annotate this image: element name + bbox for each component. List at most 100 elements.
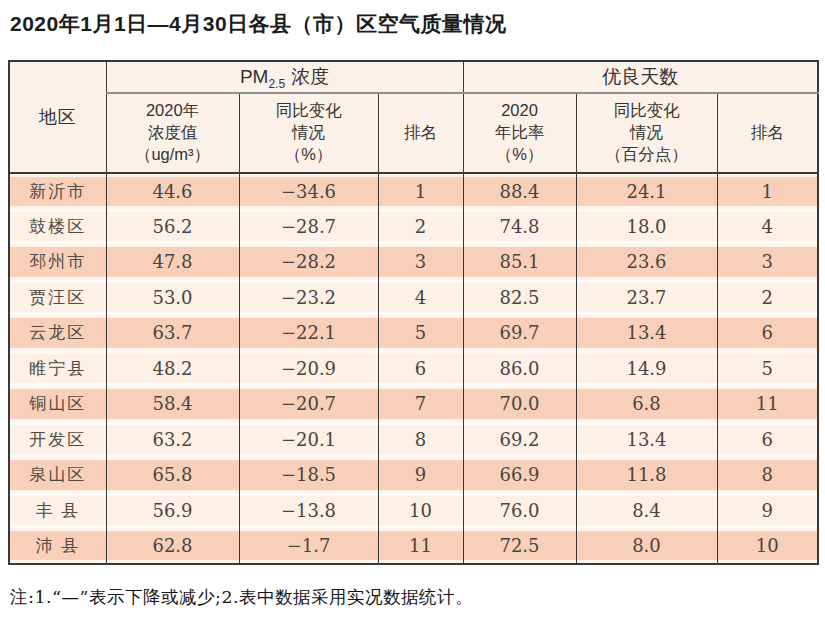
cell-pm-value: 47.8	[106, 244, 239, 280]
cell-good-change: 8.0	[576, 528, 717, 564]
cell-good-ratio: 69.2	[463, 422, 576, 458]
table-row: 泉山区65.8−18.5966.911.88	[9, 457, 818, 493]
cell-pm-rank: 9	[378, 457, 463, 493]
table-row: 新沂市44.6−34.6188.424.11	[9, 173, 818, 209]
cell-good-change: 23.7	[576, 280, 717, 316]
cell-good-ratio: 88.4	[463, 173, 576, 209]
cell-good-rank: 6	[717, 315, 818, 351]
cell-pm-change: −22.1	[239, 315, 378, 351]
cell-good-ratio: 69.7	[463, 315, 576, 351]
pm-subscript: 2.5	[268, 76, 285, 90]
cell-pm-value: 63.2	[106, 422, 239, 458]
cell-good-ratio: 76.0	[463, 493, 576, 529]
pm-suffix: 浓度	[291, 66, 329, 87]
page-title: 2020年1月1日—4月30日各县（市）区空气质量情况	[10, 10, 817, 38]
pm-label: PM	[240, 66, 269, 87]
table-row: 邳州市47.8−28.2385.123.63	[9, 244, 818, 280]
cell-pm-rank: 3	[378, 244, 463, 280]
cell-good-change: 14.9	[576, 351, 717, 387]
cell-pm-change: −23.2	[239, 280, 378, 316]
table-row: 睢宁县48.2−20.9686.014.95	[9, 351, 818, 387]
cell-pm-change: −28.2	[239, 244, 378, 280]
cell-pm-rank: 5	[378, 315, 463, 351]
group-header-row: 地区 PM2.5浓度 优良天数	[9, 61, 818, 93]
cell-good-rank: 5	[717, 351, 818, 387]
group-header-good-days: 优良天数	[463, 61, 818, 93]
page: 2020年1月1日—4月30日各县（市）区空气质量情况 地区 PM2.5 浓度 优…	[0, 0, 825, 609]
cell-good-ratio: 82.5	[463, 280, 576, 316]
cell-region: 泉山区	[9, 457, 106, 493]
cell-pm-rank: 10	[378, 493, 463, 529]
cell-pm-change: −34.6	[239, 173, 378, 209]
cell-good-ratio: 72.5	[463, 528, 576, 564]
column-header-good-ratio: 2020 年比率 （%）	[463, 93, 576, 173]
column-header-good-change: 同比变化 情况 （百分点）	[576, 93, 717, 173]
column-header-pm-rank: 排名	[378, 93, 463, 173]
cell-good-rank: 10	[717, 528, 818, 564]
cell-pm-value: 44.6	[106, 173, 239, 209]
column-header-good-rank: 排名	[717, 93, 818, 173]
cell-pm-value: 53.0	[106, 280, 239, 316]
cell-good-change: 13.4	[576, 422, 717, 458]
table-row: 沛 县62.8−1.71172.58.010	[9, 528, 818, 564]
table-body: 新沂市44.6−34.6188.424.11鼓楼区56.2−28.7274.81…	[9, 173, 818, 564]
cell-good-rank: 6	[717, 422, 818, 458]
cell-good-rank: 9	[717, 493, 818, 529]
cell-pm-value: 63.7	[106, 315, 239, 351]
cell-good-change: 23.6	[576, 244, 717, 280]
table-row: 贾汪区53.0−23.2482.523.72	[9, 280, 818, 316]
cell-good-change: 6.8	[576, 386, 717, 422]
column-header-pm-value: 2020年 浓度值 （ug/m³）	[106, 93, 239, 173]
cell-pm-rank: 1	[378, 173, 463, 209]
table-row: 开发区63.2−20.1869.213.46	[9, 422, 818, 458]
cell-good-change: 18.0	[576, 209, 717, 245]
cell-good-ratio: 86.0	[463, 351, 576, 387]
cell-region: 睢宁县	[9, 351, 106, 387]
cell-region: 鼓楼区	[9, 209, 106, 245]
cell-good-rank: 4	[717, 209, 818, 245]
cell-pm-change: −18.5	[239, 457, 378, 493]
cell-good-ratio: 66.9	[463, 457, 576, 493]
cell-region: 邳州市	[9, 244, 106, 280]
cell-good-rank: 8	[717, 457, 818, 493]
cell-good-rank: 1	[717, 173, 818, 209]
air-quality-table: 地区 PM2.5 浓度 优良天数 2020年 浓度值 （ug/m³） 同比变化 情…	[8, 60, 819, 565]
cell-pm-value: 56.2	[106, 209, 239, 245]
cell-pm-value: 58.4	[106, 386, 239, 422]
cell-pm-change: −20.9	[239, 351, 378, 387]
cell-pm-change: −20.7	[239, 386, 378, 422]
column-header-pm-change: 同比变化 情况 （%）	[239, 93, 378, 173]
cell-region: 沛 县	[9, 528, 106, 564]
cell-good-rank: 3	[717, 244, 818, 280]
cell-good-ratio: 85.1	[463, 244, 576, 280]
cell-good-change: 13.4	[576, 315, 717, 351]
footnote: 注:1.“—”表示下降或减少;2.表中数据采用实况数据统计。	[10, 585, 817, 609]
cell-pm-change: −20.1	[239, 422, 378, 458]
table-row: 铜山区58.4−20.7770.06.811	[9, 386, 818, 422]
cell-good-ratio: 74.8	[463, 209, 576, 245]
cell-good-ratio: 70.0	[463, 386, 576, 422]
table-header: 地区 PM2.5 浓度 优良天数 2020年 浓度值 （ug/m³） 同比变化 情…	[9, 61, 818, 173]
cell-region: 开发区	[9, 422, 106, 458]
cell-region: 贾汪区	[9, 280, 106, 316]
cell-pm-rank: 8	[378, 422, 463, 458]
cell-good-rank: 2	[717, 280, 818, 316]
cell-region: 丰 县	[9, 493, 106, 529]
cell-pm-change: −28.7	[239, 209, 378, 245]
table-row: 云龙区63.7−22.1569.713.46	[9, 315, 818, 351]
cell-region: 铜山区	[9, 386, 106, 422]
cell-pm-rank: 2	[378, 209, 463, 245]
cell-pm-value: 62.8	[106, 528, 239, 564]
cell-region: 云龙区	[9, 315, 106, 351]
cell-pm-change: −1.7	[239, 528, 378, 564]
cell-good-change: 11.8	[576, 457, 717, 493]
cell-pm-change: −13.8	[239, 493, 378, 529]
table-row: 丰 县56.9−13.81076.08.49	[9, 493, 818, 529]
cell-region: 新沂市	[9, 173, 106, 209]
cell-pm-value: 56.9	[106, 493, 239, 529]
cell-pm-rank: 4	[378, 280, 463, 316]
column-header-region: 地区	[9, 61, 106, 173]
cell-pm-value: 48.2	[106, 351, 239, 387]
cell-pm-value: 65.8	[106, 457, 239, 493]
group-header-pm25: PM2.5 浓度	[106, 61, 463, 93]
